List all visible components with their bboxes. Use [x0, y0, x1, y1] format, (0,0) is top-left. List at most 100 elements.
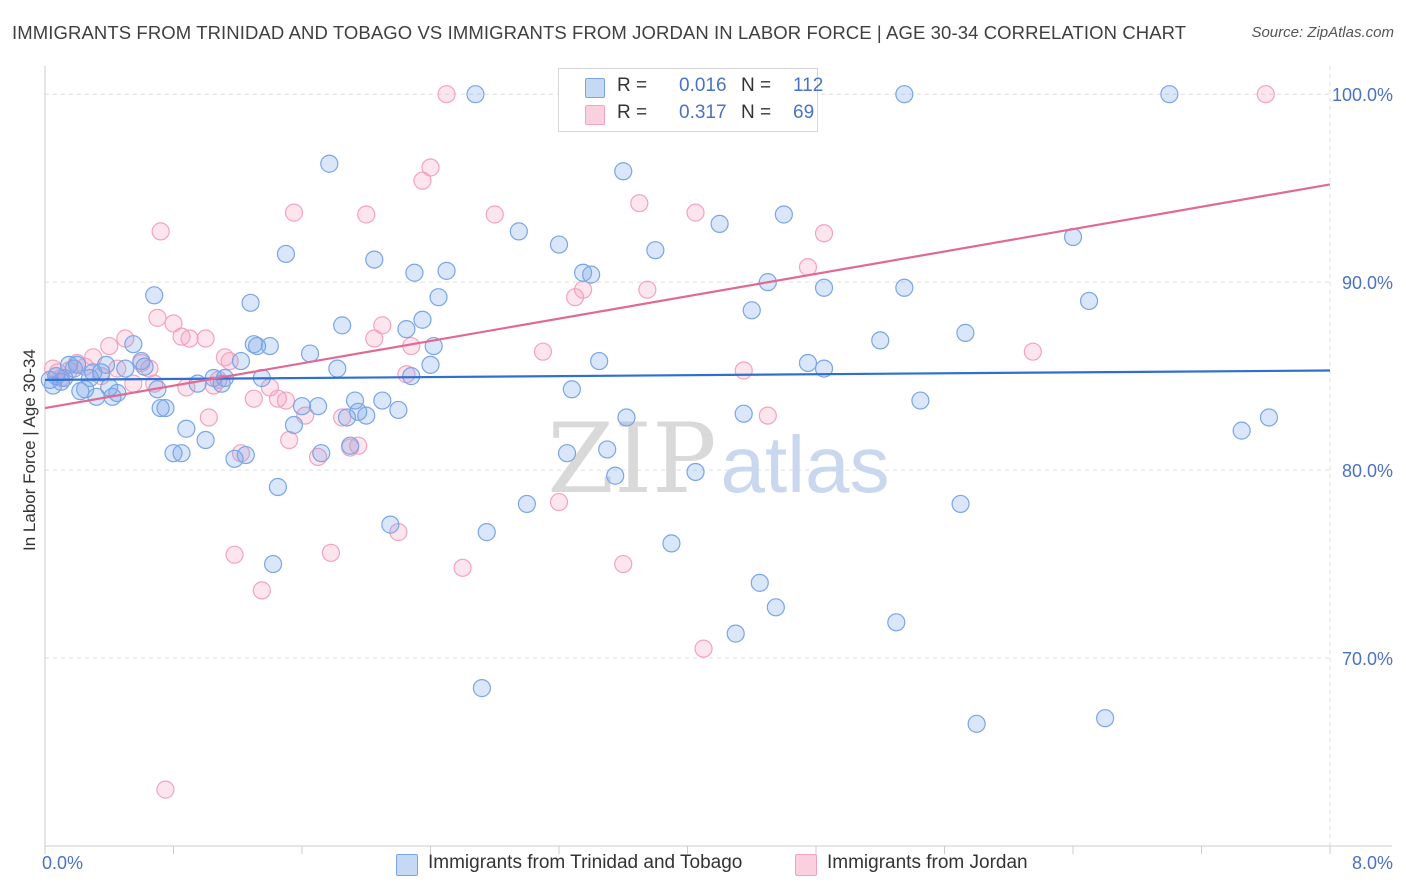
point-trinidad [244, 335, 263, 354]
point-jordan [638, 280, 657, 299]
point-trinidad [397, 320, 416, 339]
point-trinidad [135, 357, 154, 376]
point-jordan [151, 222, 170, 241]
r-value: 0.016 [679, 75, 727, 96]
point-trinidad [582, 265, 601, 284]
point-jordan [284, 203, 304, 222]
point-jordan [734, 361, 753, 380]
point-jordan [180, 329, 199, 348]
point-trinidad [798, 353, 818, 373]
n-key: N = [741, 102, 772, 123]
point-trinidad [951, 494, 970, 514]
trend-line-trinidad [44, 369, 1331, 381]
point-trinidad [895, 85, 914, 104]
x-tick-label-max: 8.0% [1352, 853, 1393, 873]
y-tick-label: 80.0% [1342, 461, 1393, 481]
point-trinidad [276, 244, 296, 264]
legend-swatch-pink [795, 854, 817, 876]
point-trinidad [710, 214, 729, 233]
point-trinidad [236, 445, 255, 465]
point-trinidad [1259, 408, 1279, 427]
point-trinidad [437, 261, 456, 280]
point-trinidad [617, 408, 636, 427]
chart-title: IMMIGRANTS FROM TRINIDAD AND TOBAGO VS I… [12, 22, 1187, 43]
point-trinidad [292, 397, 312, 416]
point-trinidad [742, 301, 761, 320]
point-trinidad [726, 624, 745, 643]
point-trinidad [549, 235, 569, 254]
point-jordan [225, 545, 244, 564]
point-trinidad [956, 323, 975, 342]
watermark-atlas: atlas [721, 420, 890, 509]
point-jordan [244, 389, 263, 408]
point-trinidad [429, 288, 448, 307]
point-jordan [199, 408, 218, 427]
r-key: R = [617, 75, 648, 96]
point-jordan [798, 258, 818, 277]
point-trinidad [333, 316, 352, 335]
point-trinidad [80, 368, 100, 388]
point-trinidad [911, 391, 930, 410]
point-trinidad [231, 351, 251, 371]
point-trinidad [320, 154, 339, 173]
point-trinidad [225, 449, 244, 468]
point-trinidad [132, 351, 151, 371]
point-jordan [413, 171, 432, 190]
point-trinidad [413, 310, 432, 329]
point-trinidad [1096, 709, 1115, 728]
point-trinidad [196, 430, 215, 450]
r-value: 0.317 [679, 102, 727, 123]
point-trinidad [477, 523, 496, 542]
trend-lines [44, 183, 1331, 410]
point-trinidad [598, 440, 617, 459]
point-trinidad [509, 222, 528, 241]
axes [44, 66, 1392, 854]
point-trinidad [177, 419, 196, 438]
trend-line-jordan [44, 183, 1331, 410]
point-jordan [100, 336, 119, 356]
r-key: R = [617, 102, 648, 123]
legend-swatch-blue [585, 78, 605, 98]
point-trinidad [1160, 85, 1179, 104]
point-trinidad [381, 515, 400, 534]
point-jordan [533, 342, 553, 361]
point-trinidad [606, 466, 625, 485]
point-trinidad [151, 398, 170, 418]
x-tick-labels: 0.0% 8.0% [42, 853, 1393, 873]
series-trinidad-points [40, 85, 1279, 733]
point-trinidad [734, 404, 753, 423]
point-trinidad [389, 400, 408, 420]
point-trinidad [1079, 291, 1099, 311]
point-trinidad [662, 534, 681, 553]
point-trinidad [241, 293, 260, 312]
point-jordan [280, 430, 299, 450]
point-trinidad [341, 436, 360, 455]
point-trinidad [557, 444, 577, 463]
point-jordan [124, 374, 143, 393]
point-trinidad [887, 613, 906, 632]
y-tick-label: 100.0% [1332, 85, 1393, 105]
point-jordan [453, 558, 472, 577]
n-value: 112 [793, 75, 824, 96]
y-tick-label: 70.0% [1342, 649, 1393, 669]
point-trinidad [472, 679, 491, 698]
point-trinidad [145, 286, 164, 305]
point-trinidad [124, 335, 143, 354]
point-trinidad [562, 380, 581, 399]
point-jordan [357, 205, 376, 224]
point-trinidad [300, 344, 320, 363]
point-trinidad [312, 444, 331, 463]
point-trinidad [814, 278, 834, 297]
point-trinidad [263, 554, 283, 574]
point-trinidad [373, 391, 392, 410]
point-jordan [156, 780, 175, 799]
point-trinidad [614, 162, 633, 181]
point-jordan [694, 639, 713, 658]
point-trinidad [268, 477, 288, 497]
point-jordan [814, 224, 834, 243]
point-trinidad [308, 397, 328, 416]
y-axis-label: In Labor Force | Age 30-34 [20, 349, 39, 551]
point-jordan [333, 408, 352, 427]
point-jordan [321, 543, 341, 562]
point-trinidad [421, 355, 440, 374]
